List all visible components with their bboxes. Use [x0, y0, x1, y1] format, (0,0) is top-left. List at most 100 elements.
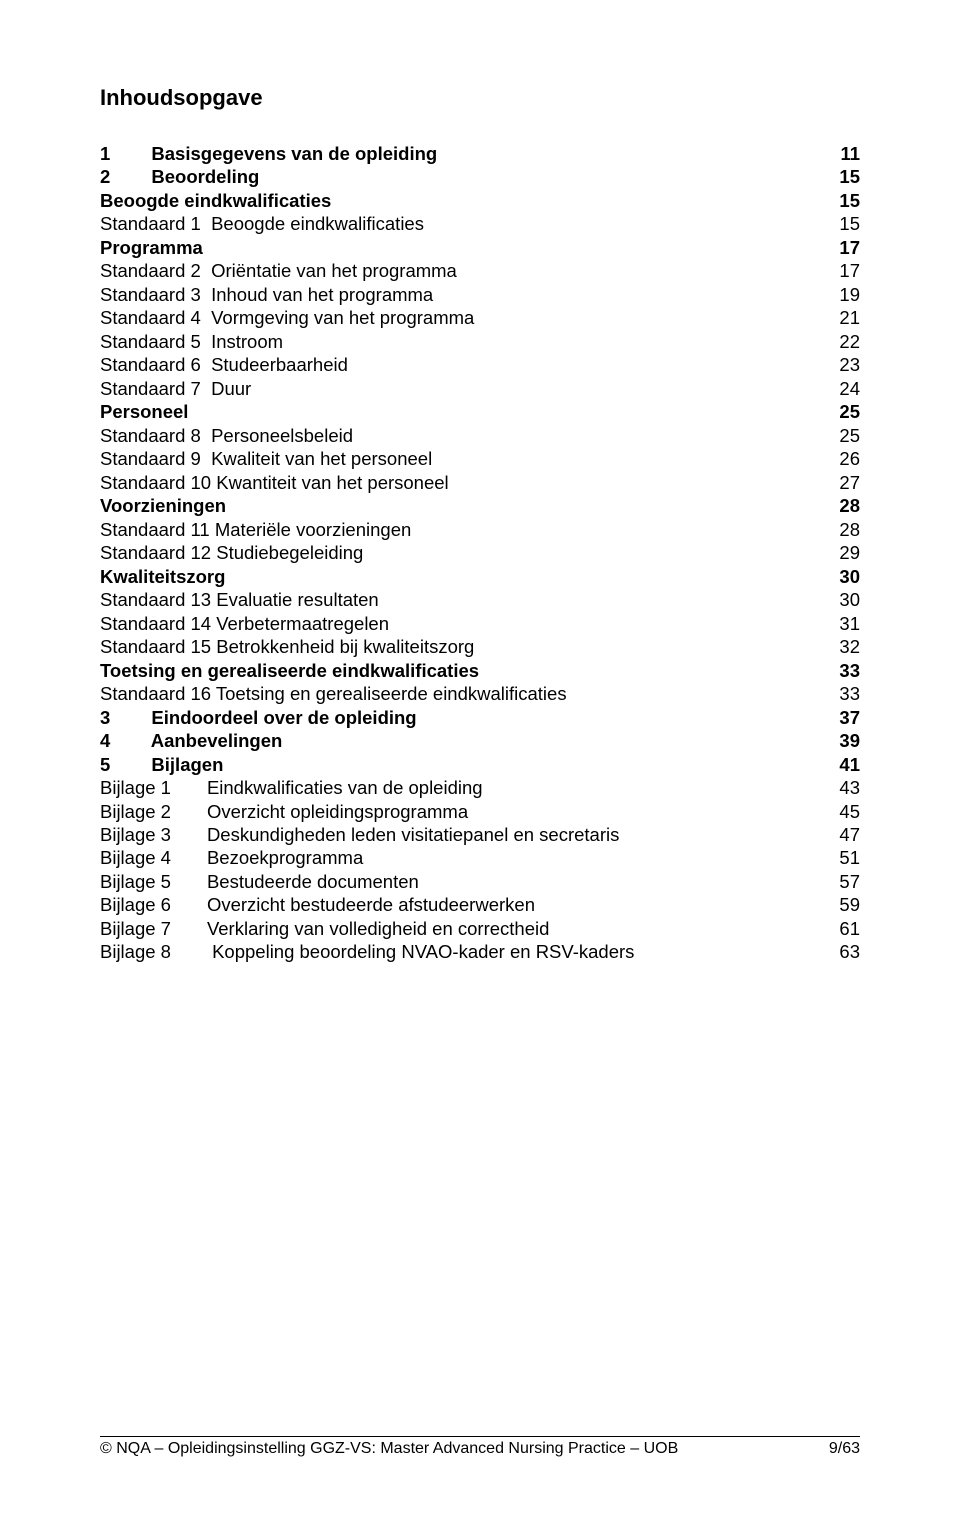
toc-page-number: 51 [820, 846, 860, 869]
toc-row: Standaard 15 Betrokkenheid bij kwaliteit… [100, 635, 860, 658]
toc-label: Programma [100, 236, 820, 259]
toc-page-number: 43 [820, 776, 860, 799]
toc-label: 3 Eindoordeel over de opleiding [100, 706, 820, 729]
toc-page-number: 26 [820, 447, 860, 470]
toc-label: Standaard 15 Betrokkenheid bij kwaliteit… [100, 635, 820, 658]
toc-label: 1 Basisgegevens van de opleiding [100, 142, 820, 165]
toc-row: Bijlage 4 Bezoekprogramma51 [100, 846, 860, 869]
toc-page-number: 37 [820, 706, 860, 729]
toc-row: Standaard 4 Vormgeving van het programma… [100, 306, 860, 329]
toc-page-number: 30 [820, 565, 860, 588]
toc-row: Personeel25 [100, 400, 860, 423]
toc-row: 5 Bijlagen41 [100, 753, 860, 776]
toc-label: Standaard 16 Toetsing en gerealiseerde e… [100, 682, 820, 705]
toc-row: Bijlage 1 Eindkwalificaties van de oplei… [100, 776, 860, 799]
toc-row: 2 Beoordeling15 [100, 165, 860, 188]
toc-page-number: 41 [820, 753, 860, 776]
toc-row: Programma17 [100, 236, 860, 259]
toc-row: Standaard 5 Instroom22 [100, 330, 860, 353]
toc-page-number: 45 [820, 800, 860, 823]
toc-page-number: 57 [820, 870, 860, 893]
toc-page-number: 24 [820, 377, 860, 400]
toc-label: Standaard 6 Studeerbaarheid [100, 353, 820, 376]
toc-label: Voorzieningen [100, 494, 820, 517]
toc-row: Bijlage 3 Deskundigheden leden visitatie… [100, 823, 860, 846]
toc-label: Kwaliteitszorg [100, 565, 820, 588]
toc-label: 4 Aanbevelingen [100, 729, 820, 752]
toc-page-number: 63 [820, 940, 860, 963]
toc-row: Standaard 10 Kwantiteit van het personee… [100, 471, 860, 494]
toc-row: Standaard 12 Studiebegeleiding29 [100, 541, 860, 564]
toc-row: Standaard 7 Duur24 [100, 377, 860, 400]
toc-label: Personeel [100, 400, 820, 423]
toc-label: Standaard 7 Duur [100, 377, 820, 400]
table-of-contents: 1 Basisgegevens van de opleiding112 Beoo… [100, 142, 860, 964]
toc-label: Standaard 9 Kwaliteit van het personeel [100, 447, 820, 470]
toc-row: Bijlage 2 Overzicht opleidingsprogramma4… [100, 800, 860, 823]
toc-page-number: 11 [820, 142, 860, 165]
toc-label: Bijlage 5 Bestudeerde documenten [100, 870, 820, 893]
toc-row: Standaard 6 Studeerbaarheid23 [100, 353, 860, 376]
toc-row: Standaard 14 Verbetermaatregelen31 [100, 612, 860, 635]
toc-label: Bijlage 3 Deskundigheden leden visitatie… [100, 823, 820, 846]
toc-page-number: 47 [820, 823, 860, 846]
toc-page-number: 19 [820, 283, 860, 306]
toc-row: Standaard 8 Personeelsbeleid25 [100, 424, 860, 447]
toc-page-number: 17 [820, 236, 860, 259]
toc-label: Beoogde eindkwalificaties [100, 189, 820, 212]
toc-page-number: 33 [820, 659, 860, 682]
page-title: Inhoudsopgave [100, 84, 860, 112]
toc-page-number: 28 [820, 494, 860, 517]
toc-page-number: 15 [820, 189, 860, 212]
toc-row: Beoogde eindkwalificaties15 [100, 189, 860, 212]
toc-row: Kwaliteitszorg30 [100, 565, 860, 588]
toc-row: Standaard 9 Kwaliteit van het personeel2… [100, 447, 860, 470]
toc-row: Standaard 1 Beoogde eindkwalificaties15 [100, 212, 860, 235]
toc-page-number: 39 [820, 729, 860, 752]
toc-row: 3 Eindoordeel over de opleiding37 [100, 706, 860, 729]
toc-page-number: 33 [820, 682, 860, 705]
toc-page-number: 15 [820, 212, 860, 235]
toc-row: Standaard 3 Inhoud van het programma19 [100, 283, 860, 306]
toc-label: Standaard 10 Kwantiteit van het personee… [100, 471, 820, 494]
toc-label: 5 Bijlagen [100, 753, 820, 776]
toc-row: Standaard 16 Toetsing en gerealiseerde e… [100, 682, 860, 705]
toc-row: Bijlage 5 Bestudeerde documenten57 [100, 870, 860, 893]
toc-page-number: 17 [820, 259, 860, 282]
toc-label: Standaard 5 Instroom [100, 330, 820, 353]
toc-row: 1 Basisgegevens van de opleiding11 [100, 142, 860, 165]
toc-label: Standaard 8 Personeelsbeleid [100, 424, 820, 447]
toc-row: 4 Aanbevelingen39 [100, 729, 860, 752]
toc-page-number: 61 [820, 917, 860, 940]
footer-right: 9/63 [829, 1439, 860, 1459]
toc-page-number: 25 [820, 424, 860, 447]
toc-label: Standaard 12 Studiebegeleiding [100, 541, 820, 564]
toc-row: Voorzieningen28 [100, 494, 860, 517]
toc-label: Bijlage 6 Overzicht bestudeerde afstudee… [100, 893, 820, 916]
toc-label: Bijlage 1 Eindkwalificaties van de oplei… [100, 776, 820, 799]
toc-label: Standaard 1 Beoogde eindkwalificaties [100, 212, 820, 235]
toc-label: Standaard 14 Verbetermaatregelen [100, 612, 820, 635]
toc-row: Toetsing en gerealiseerde eindkwalificat… [100, 659, 860, 682]
toc-row: Standaard 11 Materiële voorzieningen28 [100, 518, 860, 541]
toc-label: Standaard 13 Evaluatie resultaten [100, 588, 820, 611]
toc-page-number: 27 [820, 471, 860, 494]
toc-label: Bijlage 8 Koppeling beoordeling NVAO-kad… [100, 940, 820, 963]
toc-page-number: 23 [820, 353, 860, 376]
toc-label: Toetsing en gerealiseerde eindkwalificat… [100, 659, 820, 682]
toc-row: Standaard 2 Oriëntatie van het programma… [100, 259, 860, 282]
toc-page-number: 31 [820, 612, 860, 635]
toc-page-number: 15 [820, 165, 860, 188]
toc-label: Standaard 11 Materiële voorzieningen [100, 518, 820, 541]
toc-label: Standaard 2 Oriëntatie van het programma [100, 259, 820, 282]
toc-label: 2 Beoordeling [100, 165, 820, 188]
toc-row: Bijlage 7 Verklaring van volledigheid en… [100, 917, 860, 940]
toc-page-number: 21 [820, 306, 860, 329]
toc-row: Standaard 13 Evaluatie resultaten30 [100, 588, 860, 611]
toc-page-number: 29 [820, 541, 860, 564]
toc-page-number: 32 [820, 635, 860, 658]
toc-label: Bijlage 7 Verklaring van volledigheid en… [100, 917, 820, 940]
toc-row: Bijlage 6 Overzicht bestudeerde afstudee… [100, 893, 860, 916]
footer-left: © NQA – Opleidingsinstelling GGZ-VS: Mas… [100, 1439, 678, 1459]
toc-page-number: 22 [820, 330, 860, 353]
